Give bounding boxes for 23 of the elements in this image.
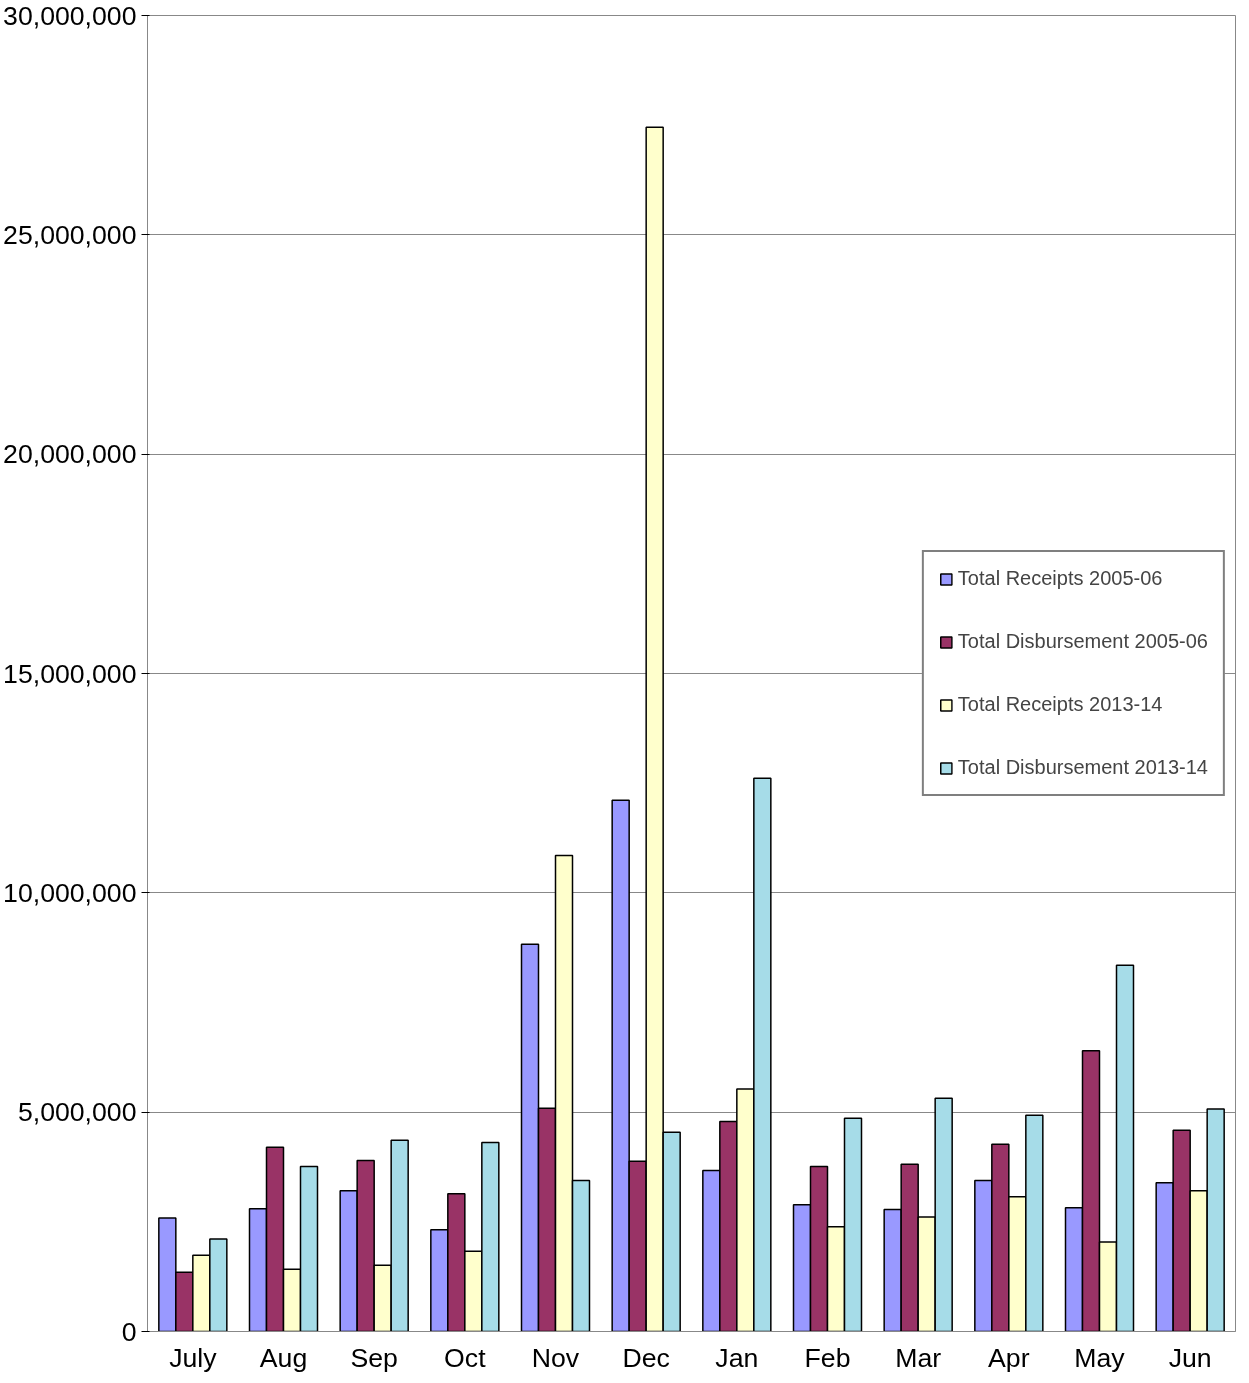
x-tick-label: Apr: [988, 1342, 1030, 1373]
legend-label: Total Receipts 2013-14: [957, 693, 1163, 716]
x-tick-label: July: [169, 1342, 218, 1373]
y-tick-label: 15,000,000: [3, 658, 137, 689]
x-tick-label: Sep: [350, 1342, 398, 1373]
legend-label: Total Receipts 2005-06: [957, 567, 1163, 590]
x-tick-label: Oct: [444, 1342, 487, 1373]
x-tick-label: Jan: [715, 1342, 759, 1373]
y-tick-label: 30,000,000: [3, 0, 137, 31]
x-tick-label: Mar: [895, 1342, 942, 1373]
legend-label: Total Disbursement 2013-14: [957, 756, 1208, 779]
x-tick-label: Jun: [1168, 1342, 1212, 1373]
y-tick-label: 0: [121, 1316, 137, 1347]
y-tick-label: 10,000,000: [3, 877, 137, 908]
y-tick-label: 20,000,000: [3, 439, 137, 470]
x-tick-label: Dec: [622, 1342, 670, 1373]
y-tick-label: 5,000,000: [17, 1097, 137, 1128]
x-tick-label: Nov: [531, 1342, 580, 1373]
legend-label: Total Disbursement 2005-06: [957, 630, 1208, 653]
x-tick-label: May: [1074, 1342, 1126, 1373]
y-tick-label: 25,000,000: [3, 219, 137, 250]
x-tick-label: Aug: [259, 1342, 308, 1373]
x-tick-label: Feb: [804, 1342, 851, 1373]
